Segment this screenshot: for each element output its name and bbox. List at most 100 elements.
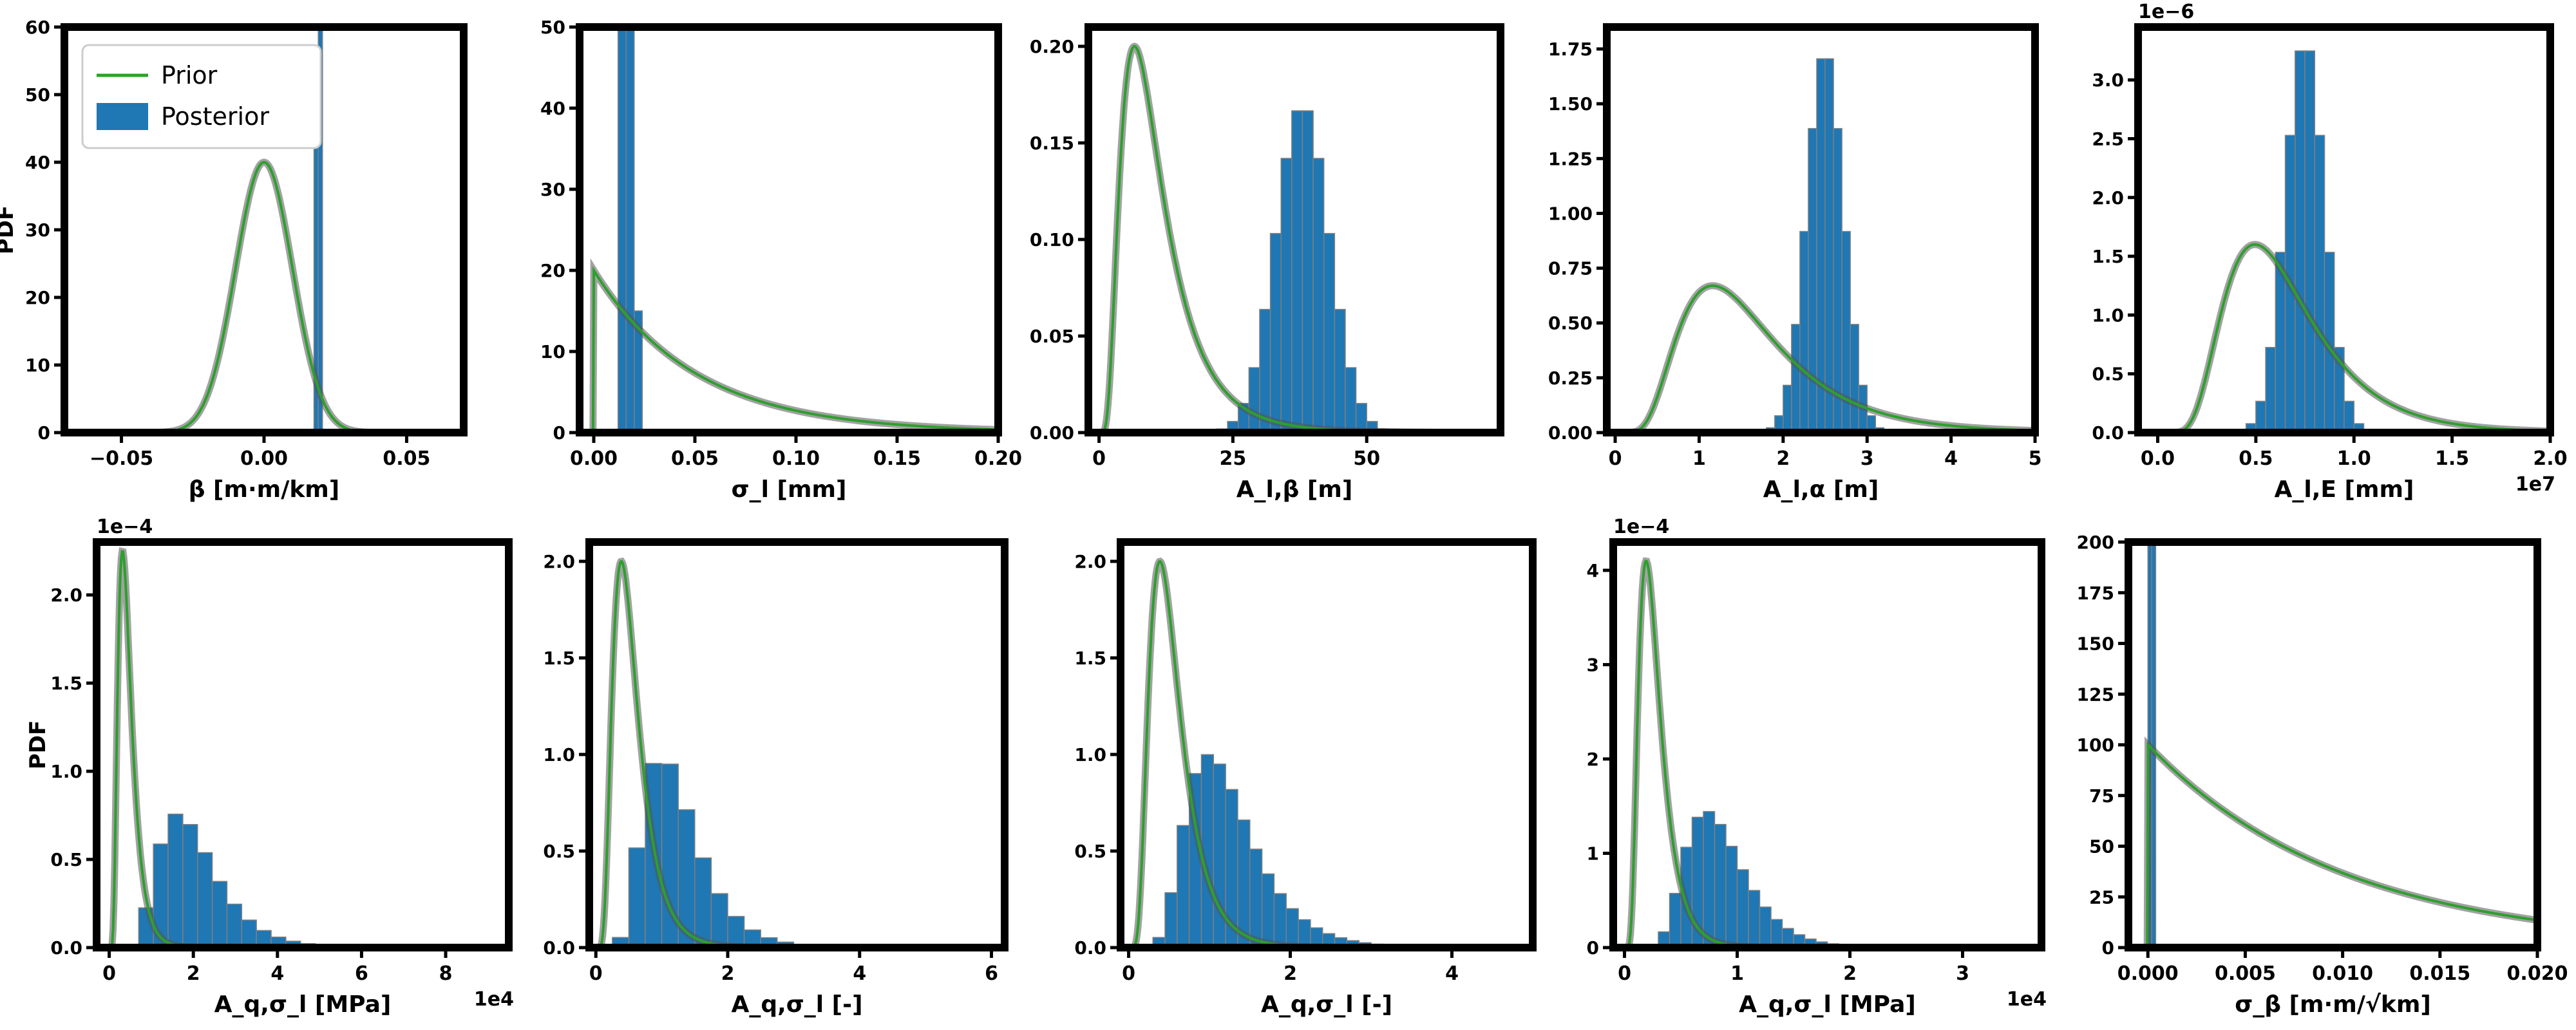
posterior-bar <box>2265 346 2277 433</box>
posterior-bar <box>1824 58 1834 433</box>
posterior-bar <box>1799 230 1809 433</box>
y-tick-label: 0 <box>1587 937 1599 959</box>
y-offset-label: 1e−4 <box>97 516 153 538</box>
posterior-bar <box>1748 890 1761 948</box>
y-tick-label: 20 <box>540 260 565 281</box>
posterior-bar <box>1833 127 1842 433</box>
x-tick-label: 6 <box>985 962 998 985</box>
y-tick-label: 0.0 <box>50 937 82 959</box>
y-tick-label: 0.15 <box>1030 133 1074 154</box>
posterior-bar <box>1703 810 1716 948</box>
plot-area <box>1121 557 1533 948</box>
posterior-bar <box>1269 232 1282 433</box>
x-tick-label: 2 <box>721 962 735 985</box>
x-tick-label: 0.10 <box>772 447 820 470</box>
x-tick-label: 0 <box>1609 447 1622 470</box>
posterior-bar <box>1312 158 1325 433</box>
plot-area <box>2138 50 2550 433</box>
posterior-bar <box>1261 873 1275 948</box>
posterior-bar <box>1302 110 1314 433</box>
y-tick-label: 2.5 <box>2092 128 2124 149</box>
posterior-bar <box>1334 308 1346 433</box>
y-tick-label: 2.0 <box>1074 551 1106 572</box>
posterior-bar <box>2314 135 2325 433</box>
y-tick-label: 25 <box>2089 886 2114 908</box>
posterior-bar <box>1280 158 1293 433</box>
prior-curve <box>580 266 998 433</box>
legend: Prior Posterior <box>81 44 322 149</box>
x-tick-label: 0 <box>1122 962 1135 985</box>
axes-frame <box>2134 23 2554 436</box>
posterior-bar <box>1866 415 1877 433</box>
posterior-bar <box>1714 823 1727 948</box>
x-axis-label: σ_l [mm] <box>732 476 847 503</box>
posterior-bar <box>2295 50 2306 433</box>
panel-10: 0.000 0.005 0.010 0.015 0.020 0 25 50 75 100 125 15… <box>2077 532 2568 1018</box>
y-tick-label: 1.0 <box>2092 304 2124 326</box>
x-tick-label: 4 <box>853 962 866 985</box>
posterior-bar <box>1285 908 1299 948</box>
y-tick-label: 200 <box>2077 532 2114 553</box>
y-tick-label: 2.0 <box>50 585 82 606</box>
x-tick-label: 0.5 <box>2239 447 2273 470</box>
posterior-bar <box>1248 367 1260 433</box>
y-tick-label: 2 <box>1587 749 1599 770</box>
axes-frame <box>1609 538 2045 951</box>
x-axis-label: β [m·m/km] <box>189 476 340 503</box>
posterior-bar <box>625 27 635 433</box>
x-tick-label: 0.010 <box>2312 962 2373 985</box>
panel-9: 0 1 2 3 0 1 2 3 4 A_q,σ_l [MPa] 1e−4 1e4 <box>1587 516 2047 1018</box>
y-offset-label: 1e−4 <box>1613 516 1669 538</box>
x-tick-label: 6 <box>355 962 368 985</box>
posterior-bar <box>1669 892 1681 948</box>
y-tick-label: 1.75 <box>1548 39 1593 60</box>
x-tick-label: 2 <box>1843 962 1857 985</box>
x-tick-label: 8 <box>439 962 453 985</box>
y-tick-label: 4 <box>1587 560 1599 581</box>
y-tick-label: 1.5 <box>2092 246 2124 267</box>
x-offset-label: 1e7 <box>2515 473 2555 496</box>
posterior-bar <box>182 824 198 948</box>
y-tick-label: 75 <box>2089 785 2114 807</box>
legend-posterior-swatch <box>97 103 148 130</box>
y-tick-label: 1.0 <box>1074 744 1106 765</box>
panel-6: 0 2 4 6 8 0.0 0.5 1.0 1.5 2.0 A_q,σ_l [MPa] PDF 1e−4… <box>25 516 514 1018</box>
plot-area <box>1607 58 2035 433</box>
y-tick-label: 0 <box>38 422 50 444</box>
posterior-bar <box>1850 324 1859 433</box>
x-tick-label: 4 <box>270 962 284 985</box>
prior-curve <box>2138 243 2550 433</box>
posterior-bar <box>727 915 745 948</box>
y-tick-label: 1.25 <box>1548 148 1593 169</box>
x-tick-label: 2.0 <box>2533 447 2567 470</box>
x-axis-label: A_l,β [m] <box>1236 476 1353 503</box>
x-tick-label: 2 <box>1283 962 1297 985</box>
posterior-bar <box>710 893 728 948</box>
posterior-bar <box>1816 58 1826 433</box>
y-tick-label: 0.00 <box>1548 422 1593 444</box>
prior-histogram-outline <box>1613 557 2041 948</box>
posterior-bar <box>1759 906 1772 948</box>
y-tick-label: 40 <box>25 152 50 173</box>
prior-histogram-outline <box>2128 736 2537 948</box>
x-tick-label: 2 <box>1776 447 1790 470</box>
prior-curve <box>1613 559 2041 948</box>
x-tick-label: 0.005 <box>2215 962 2276 985</box>
panel-7: 0 2 4 6 0.0 0.5 1.0 1.5 2.0 A_q,σ_l [-] <box>543 538 1009 1018</box>
y-tick-label: 2.0 <box>2092 187 2124 209</box>
posterior-bar <box>2304 50 2316 433</box>
x-tick-label: 0.05 <box>383 447 430 470</box>
posterior-bar <box>1249 848 1263 948</box>
posterior-bar <box>634 310 643 433</box>
posterior-bar <box>1323 232 1336 433</box>
prior-curve <box>97 550 509 948</box>
y-tick-label: 60 <box>25 17 50 38</box>
x-tick-label: 25 <box>1220 447 1247 470</box>
x-offset-label: 1e4 <box>2007 988 2047 1011</box>
posterior-bar <box>1783 384 1792 433</box>
y-tick-label: 0.50 <box>1548 313 1593 334</box>
panel-4: 0 1 2 3 4 5 0.00 0.25 0.50 0.75 1.00 1.25 1.50 1.75 A_… <box>1548 23 2041 503</box>
plot-area <box>1613 557 2041 948</box>
x-tick-label: −0.05 <box>90 447 153 470</box>
axes-frame <box>585 538 1009 951</box>
